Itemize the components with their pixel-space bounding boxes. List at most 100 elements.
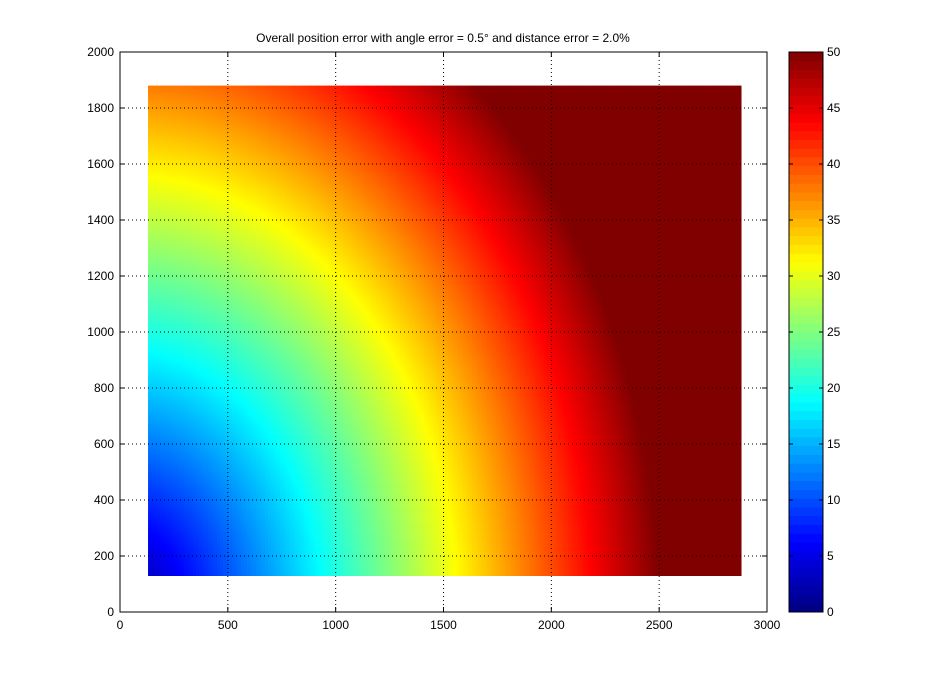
heatmap-cell [388,101,391,104]
heatmap-cell [535,113,538,116]
heatmap-cell [703,149,706,152]
heatmap-cell [712,98,715,101]
heatmap-cell [436,143,439,146]
heatmap-cell [274,155,277,158]
heatmap-cell [433,113,436,116]
heatmap-cell [193,155,196,158]
heatmap-cell [421,86,424,89]
heatmap-cell [220,137,223,140]
heatmap-cell [574,131,577,134]
heatmap-cell [262,92,265,95]
heatmap-cell [403,137,406,140]
heatmap-cell [532,86,535,89]
heatmap-cell [718,95,721,98]
heatmap-cell [550,137,553,140]
heatmap-cell [250,137,253,140]
heatmap-cell [577,104,580,107]
heatmap-cell [667,134,670,137]
heatmap-cell [613,122,616,125]
heatmap-cell [379,95,382,98]
heatmap-cell [367,125,370,128]
heatmap-cell [547,125,550,128]
heatmap-cell [526,119,529,122]
heatmap-cell [499,116,502,119]
heatmap-cell [313,128,316,131]
heatmap-cell [250,134,253,137]
heatmap-cell [676,101,679,104]
heatmap-cell [487,86,490,89]
heatmap-cell [592,113,595,116]
heatmap-cell [559,152,562,155]
heatmap-cell [232,137,235,140]
heatmap-cell [697,128,700,131]
heatmap-cell [406,146,409,149]
heatmap-cell [451,119,454,122]
heatmap-cell [631,98,634,101]
heatmap-cell [703,113,706,116]
heatmap-cell [421,146,424,149]
heatmap-cell [472,143,475,146]
heatmap-cell [628,152,631,155]
heatmap-cell [439,119,442,122]
heatmap-cell [148,116,151,119]
heatmap-cell [490,131,493,134]
heatmap-cell [181,134,184,137]
heatmap-cell [592,116,595,119]
heatmap-cell [448,146,451,149]
heatmap-cell [553,110,556,113]
heatmap-cell [196,161,199,164]
heatmap-cell [517,140,520,143]
heatmap-cell [274,101,277,104]
heatmap-cell [235,125,238,128]
heatmap-cell [463,158,466,161]
heatmap-cell [622,98,625,101]
heatmap-cell [340,110,343,113]
heatmap-cell [214,161,217,164]
heatmap-cell [364,98,367,101]
heatmap-cell [499,140,502,143]
heatmap-cell [628,134,631,137]
heatmap-cell [382,116,385,119]
heatmap-cell [646,116,649,119]
heatmap-cell [385,92,388,95]
heatmap-cell [610,89,613,92]
heatmap-cell [688,119,691,122]
heatmap-cell [445,122,448,125]
heatmap-cell [562,143,565,146]
heatmap-cell [484,125,487,128]
heatmap-cell [670,98,673,101]
heatmap-cell [673,113,676,116]
heatmap-cell [295,131,298,134]
heatmap-cell [586,155,589,158]
heatmap-cell [373,143,376,146]
heatmap-cell [703,134,706,137]
heatmap-cell [517,155,520,158]
heatmap-cell [292,158,295,161]
heatmap-cell [433,116,436,119]
heatmap-cell [382,155,385,158]
heatmap-cell [418,116,421,119]
heatmap-cell [370,95,373,98]
heatmap-cell [157,152,160,155]
heatmap-cell [202,158,205,161]
heatmap-cell [622,122,625,125]
heatmap-cell [412,98,415,101]
heatmap-cell [241,107,244,110]
heatmap-cell [421,113,424,116]
heatmap-cell [682,155,685,158]
heatmap-cell [223,146,226,149]
heatmap-cell [484,128,487,131]
heatmap-cell [316,95,319,98]
heatmap-cell [598,95,601,98]
heatmap-cell [289,89,292,92]
heatmap-cell [313,101,316,104]
heatmap-cell [247,92,250,95]
heatmap-cell [265,140,268,143]
heatmap-cell [268,155,271,158]
heatmap-cell [526,131,529,134]
heatmap-cell [511,104,514,107]
heatmap-cell [157,134,160,137]
heatmap-cell [670,149,673,152]
heatmap-cell [412,146,415,149]
heatmap-cell [175,161,178,164]
